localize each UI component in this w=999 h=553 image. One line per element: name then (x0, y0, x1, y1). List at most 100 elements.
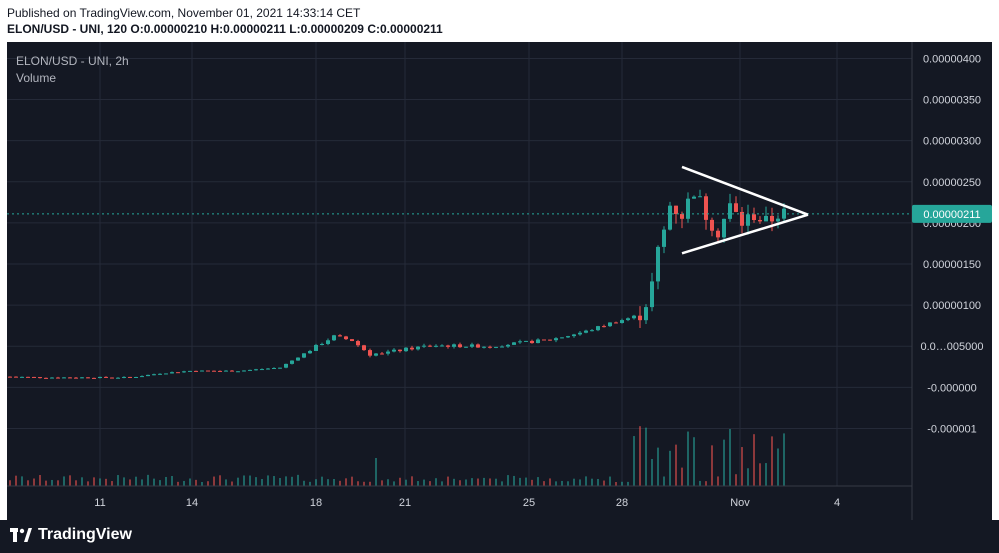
candle-body (152, 374, 156, 376)
volume-bar (141, 479, 143, 486)
price-axis: 0.00000400 0.00000350 0.00000300 0.00000250… (921, 53, 984, 435)
volume-bar (183, 480, 185, 486)
candle-body (338, 335, 342, 337)
volume-bar (567, 481, 569, 486)
volume-label: Volume (16, 71, 57, 85)
candle-body (350, 339, 354, 342)
candle-body (38, 377, 42, 379)
time-tick-label: 21 (399, 497, 411, 509)
candle-body (122, 376, 126, 378)
candle-body (290, 360, 294, 364)
candle-body (650, 281, 654, 308)
candle-body (524, 340, 528, 342)
candle-body (410, 347, 414, 350)
candle-body (728, 203, 732, 219)
candle-body (392, 349, 396, 352)
candle-body (278, 367, 282, 369)
volume-bar (405, 479, 407, 486)
volume-bar (387, 479, 389, 486)
candle-body (638, 315, 642, 321)
candle-body (644, 307, 648, 321)
volume-bar (417, 481, 419, 486)
volume-bar (759, 463, 761, 486)
volume-bar (495, 478, 497, 486)
volume-bar (471, 478, 473, 486)
volume-bar (603, 480, 605, 486)
volume-bar (531, 479, 533, 486)
candle-body (422, 345, 426, 347)
volume-bar (447, 476, 449, 486)
volume-bar (489, 478, 491, 486)
candle-body (248, 369, 252, 371)
volume-bar (351, 476, 353, 486)
candlesticks (8, 189, 786, 379)
volume-bar (519, 477, 521, 486)
candle-body (146, 374, 150, 377)
candle-body (200, 370, 204, 372)
candle-body (740, 211, 744, 226)
volume-bar (639, 426, 641, 486)
volume-bar (747, 468, 749, 486)
candle-body (326, 340, 330, 344)
candle-body (626, 318, 630, 321)
volume-bar (15, 475, 17, 486)
volume-bar (357, 481, 359, 486)
candle-body (92, 377, 96, 379)
volume-bar (501, 481, 503, 486)
candle-body (104, 376, 108, 378)
candle-body (80, 377, 84, 379)
volume-bar (459, 480, 461, 486)
price-chart[interactable]: 0.00000400 0.00000350 0.00000300 0.00000250… (7, 42, 992, 520)
candle-body (542, 339, 546, 341)
candle-body (86, 377, 90, 379)
candle-body (26, 376, 30, 378)
triangle-lower-trendline (681, 213, 809, 255)
ohlc-readout: ELON/USD - UNI, 120 O:0.00000210 H:0.000… (7, 22, 443, 36)
last-price-badge[interactable]: 0.00000211 (912, 204, 992, 223)
candle-body (74, 377, 78, 379)
grid-lines (7, 42, 912, 486)
volume-bar (165, 476, 167, 486)
open-label: O: (130, 22, 144, 36)
volume-bar (327, 479, 329, 486)
volume-bar (297, 474, 299, 486)
price-tick-label: -0.000001 (927, 423, 977, 435)
volume-bar (687, 431, 689, 486)
volume-bar (117, 475, 119, 486)
candle-body (476, 344, 480, 348)
candle-body (230, 370, 234, 372)
volume-bar (147, 474, 149, 486)
chart-area[interactable] (7, 42, 992, 520)
candle-body (212, 370, 216, 372)
candle-body (530, 340, 534, 344)
volume-bar (573, 478, 575, 486)
candle-body (470, 344, 474, 347)
candle-body (536, 339, 540, 344)
candle-body (764, 215, 768, 222)
volume-bar (783, 433, 785, 486)
high-label: H: (210, 22, 224, 36)
candle-body (710, 219, 714, 231)
volume-bar (633, 436, 635, 486)
low-value: 0.00000209 (300, 22, 364, 36)
candle-body (140, 376, 144, 378)
volume-bar (39, 475, 41, 486)
volume-bar (411, 476, 413, 486)
tradingview-logo[interactable]: TradingView (10, 524, 132, 546)
volume-bar (609, 476, 611, 486)
price-tick-label: 0.00000400 (923, 53, 981, 65)
volume-bar (585, 476, 587, 486)
candle-body (170, 372, 174, 374)
time-tick-label: Nov (730, 497, 750, 509)
candle-body (602, 326, 606, 328)
candle-body (662, 229, 666, 247)
tradingview-logo-icon (10, 528, 32, 542)
volume-bar (705, 481, 707, 486)
candle-body (722, 218, 726, 238)
last-price-value: 0.00000211 (923, 209, 980, 221)
candle-body (266, 368, 270, 370)
volume-bar (381, 480, 383, 486)
candle-body (578, 332, 582, 335)
candle-body (158, 373, 162, 375)
volume-bar (435, 478, 437, 486)
